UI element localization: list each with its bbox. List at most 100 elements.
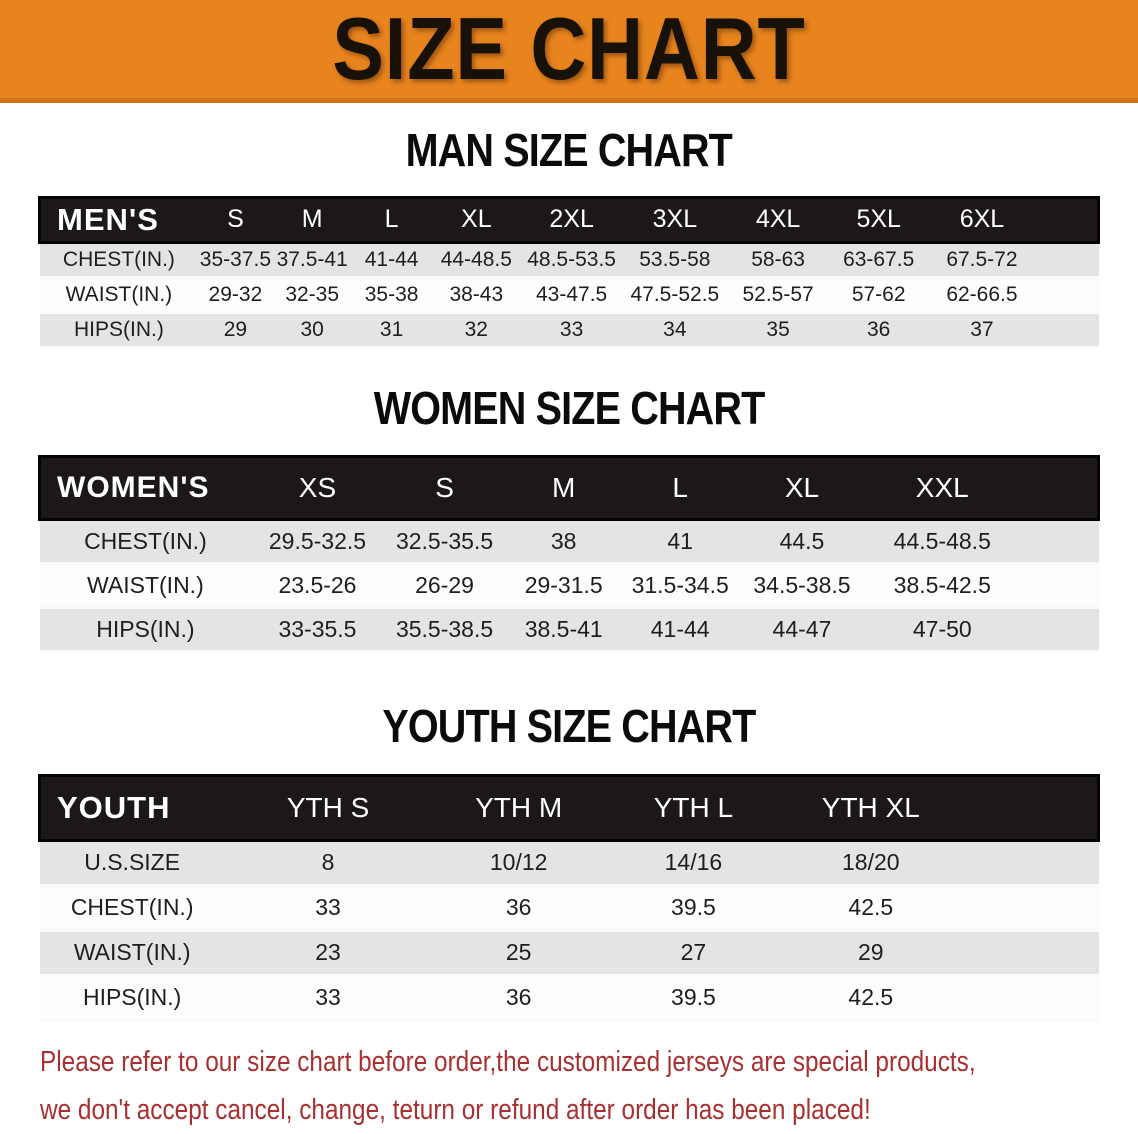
table-row-chest: CHEST(IN.) 29.5-32.5 32.5-35.5 38 41 44.… (39, 519, 1099, 566)
row-label: HIPS(IN.) (39, 607, 252, 654)
table-cell: 57-62 (828, 277, 929, 314)
table-cell: 39.5 (606, 885, 781, 932)
table-cell: 8 (224, 840, 432, 887)
size-column-header: 3XL (621, 195, 728, 244)
men-section-heading-text: MAN SIZE CHART (405, 124, 733, 176)
table-cell: 38.5-42.5 (865, 563, 1020, 610)
table-cell: 34 (621, 312, 728, 349)
table-cell: 67.5-72 (928, 242, 1035, 279)
table-cell: 23 (224, 930, 432, 977)
size-column-header: XL (738, 455, 866, 522)
footer-line-1: Please refer to our size chart before or… (40, 1045, 976, 1078)
table-cell: 32.5-35.5 (383, 519, 506, 566)
women-size-table: WOMEN'S XS S M L XL XXL CHEST(IN.) 29.5-… (38, 455, 1101, 654)
table-row-waist: WAIST(IN.) 23 25 27 29 (39, 930, 1099, 977)
size-column-header: S (383, 455, 506, 522)
spacer-cell (1019, 563, 1099, 610)
row-label: WAIST(IN.) (39, 930, 225, 977)
table-cell: 29-31.5 (505, 563, 622, 610)
table-cell: 53.5-58 (621, 242, 728, 279)
footer-note: Please refer to our size chart before or… (40, 1038, 1138, 1134)
size-column-header: XL (431, 195, 522, 244)
table-cell: 44.5-48.5 (865, 519, 1020, 566)
table-cell: 10/12 (431, 840, 607, 887)
table-cell: 44-47 (738, 607, 866, 654)
spacer-cell (960, 975, 1099, 1022)
youth-header-label: YOUTH (37, 773, 225, 842)
table-cell: 41-44 (351, 242, 432, 279)
size-column-header: 4XL (727, 195, 829, 244)
table-cell: 43-47.5 (521, 277, 622, 314)
size-column-header: M (505, 455, 622, 522)
youth-section-heading: YOUTH SIZE CHART (0, 701, 1138, 752)
table-cell: 38 (505, 519, 622, 566)
table-cell: 14/16 (606, 840, 781, 887)
spacer-cell (1034, 277, 1099, 314)
men-header-label: MEN'S (38, 195, 199, 244)
youth-section-heading-text: YOUTH SIZE CHART (382, 700, 756, 753)
spacer-cell (1019, 455, 1101, 522)
table-cell: 33 (521, 312, 622, 349)
table-cell: 29 (780, 930, 961, 977)
spacer-cell (960, 930, 1099, 977)
row-label: WAIST(IN.) (39, 277, 199, 314)
table-cell: 48.5-53.5 (521, 242, 622, 279)
table-cell: 35.5-38.5 (383, 607, 506, 654)
table-cell: 30 (272, 312, 352, 349)
table-cell: 33 (224, 975, 432, 1022)
table-cell: 29-32 (198, 277, 273, 314)
table-row-us-size: U.S.SIZE 8 10/12 14/16 18/20 (39, 840, 1099, 887)
table-row-hips: HIPS(IN.) 33 36 39.5 42.5 (39, 975, 1099, 1022)
men-header-row: MEN'S S M L XL 2XL 3XL 4XL 5XL 6XL (38, 195, 1100, 244)
table-cell: 36 (431, 975, 607, 1022)
table-cell: 42.5 (780, 885, 961, 932)
table-cell: 36 (828, 312, 929, 349)
spacer-cell (1034, 312, 1099, 349)
table-cell: 47-50 (865, 607, 1020, 654)
spacer-cell (960, 885, 1099, 932)
table-cell: 41 (621, 519, 739, 566)
table-row-waist: WAIST(IN.) 29-32 32-35 35-38 38-43 43-47… (39, 277, 1099, 314)
table-cell: 29 (198, 312, 273, 349)
table-cell: 32-35 (272, 277, 352, 314)
row-label: HIPS(IN.) (39, 975, 225, 1022)
size-column-header: YTH L (606, 773, 781, 842)
table-row-hips: HIPS(IN.) 29 30 31 32 33 34 35 36 37 (39, 312, 1099, 349)
table-cell: 29.5-32.5 (251, 519, 384, 566)
footer-line-2: we don't accept cancel, change, teturn o… (40, 1093, 871, 1126)
row-label: HIPS(IN.) (39, 312, 199, 349)
table-cell: 38-43 (431, 277, 522, 314)
size-column-header: L (351, 195, 432, 244)
banner-title: SIZE CHART (332, 0, 806, 98)
table-cell: 62-66.5 (928, 277, 1035, 314)
size-column-header: M (272, 195, 352, 244)
table-cell: 35-38 (351, 277, 432, 314)
row-label: WAIST(IN.) (39, 563, 252, 610)
table-cell: 38.5-41 (505, 607, 622, 654)
table-row-hips: HIPS(IN.) 33-35.5 35.5-38.5 38.5-41 41-4… (39, 607, 1099, 654)
women-header-row: WOMEN'S XS S M L XL XXL (38, 455, 1101, 522)
table-cell: 37 (928, 312, 1035, 349)
table-cell: 27 (606, 930, 781, 977)
spacer-cell (960, 773, 1100, 842)
table-cell: 36 (431, 885, 607, 932)
table-cell: 33-35.5 (251, 607, 384, 654)
table-cell: 23.5-26 (251, 563, 384, 610)
spacer-cell (1019, 607, 1099, 654)
table-cell: 25 (431, 930, 607, 977)
table-cell: 47.5-52.5 (621, 277, 728, 314)
table-cell: 26-29 (383, 563, 506, 610)
table-cell: 33 (224, 885, 432, 932)
row-label: CHEST(IN.) (39, 885, 225, 932)
row-label: CHEST(IN.) (39, 242, 199, 279)
size-column-header: YTH S (224, 773, 432, 842)
banner: SIZE CHART (0, 0, 1138, 103)
women-section-heading: WOMEN SIZE CHART (0, 381, 1138, 434)
spacer-cell (1034, 242, 1099, 279)
men-size-table: MEN'S S M L XL 2XL 3XL 4XL 5XL 6XL CHEST… (38, 195, 1100, 349)
spacer-cell (1019, 519, 1099, 566)
women-section-heading-text: WOMEN SIZE CHART (373, 381, 765, 434)
youth-size-table: YOUTH YTH S YTH M YTH L YTH XL U.S.SIZE … (37, 773, 1100, 1022)
table-row-chest: CHEST(IN.) 35-37.5 37.5-41 41-44 44-48.5… (39, 242, 1099, 279)
